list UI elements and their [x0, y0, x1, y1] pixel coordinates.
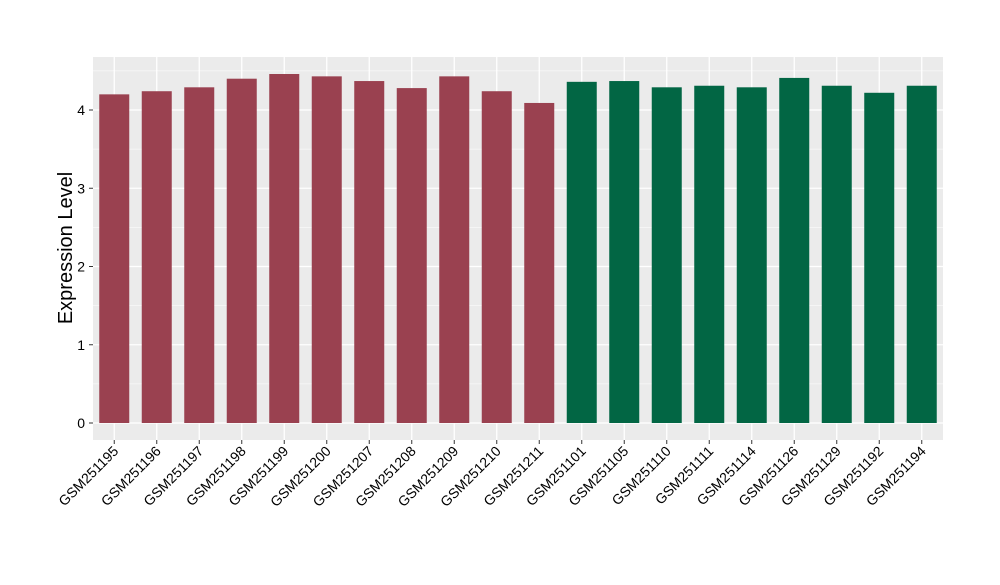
bar-GSM251129: [821, 85, 852, 424]
plot-panel: [93, 57, 943, 440]
bar-GSM251199: [269, 74, 300, 423]
bar-GSM251200: [311, 76, 342, 423]
bar-GSM251211: [524, 102, 555, 424]
bar-GSM251194: [906, 85, 937, 424]
bar-GSM251111: [694, 85, 725, 424]
bar-GSM251209: [439, 76, 470, 423]
bar-GSM251126: [779, 77, 810, 423]
bar-GSM251110: [651, 87, 682, 424]
bar-GSM251192: [864, 92, 895, 423]
bar-GSM251208: [396, 88, 427, 423]
x-axis: GSM251195GSM251196GSM251197GSM251198GSM2…: [55, 440, 929, 510]
bar-GSM251210: [481, 91, 512, 423]
bar-GSM251197: [184, 87, 215, 424]
bars: [99, 74, 937, 424]
bar-GSM251105: [609, 81, 640, 424]
y-tick-label: 0: [77, 415, 85, 431]
y-tick-label: 4: [77, 102, 85, 118]
bar-GSM251196: [141, 91, 172, 423]
bar-GSM251198: [226, 78, 257, 423]
bar-GSM251101: [566, 81, 597, 423]
y-tick-label: 1: [77, 337, 85, 353]
bar-GSM251195: [99, 94, 130, 423]
y-tick-label: 3: [77, 180, 85, 196]
y-tick-label: 2: [77, 259, 85, 275]
y-axis: 0 1 2 3 4: [77, 102, 93, 431]
bar-GSM251207: [354, 81, 385, 424]
y-axis-label: Expression Level: [55, 172, 77, 324]
bar-GSM251114: [736, 87, 767, 424]
